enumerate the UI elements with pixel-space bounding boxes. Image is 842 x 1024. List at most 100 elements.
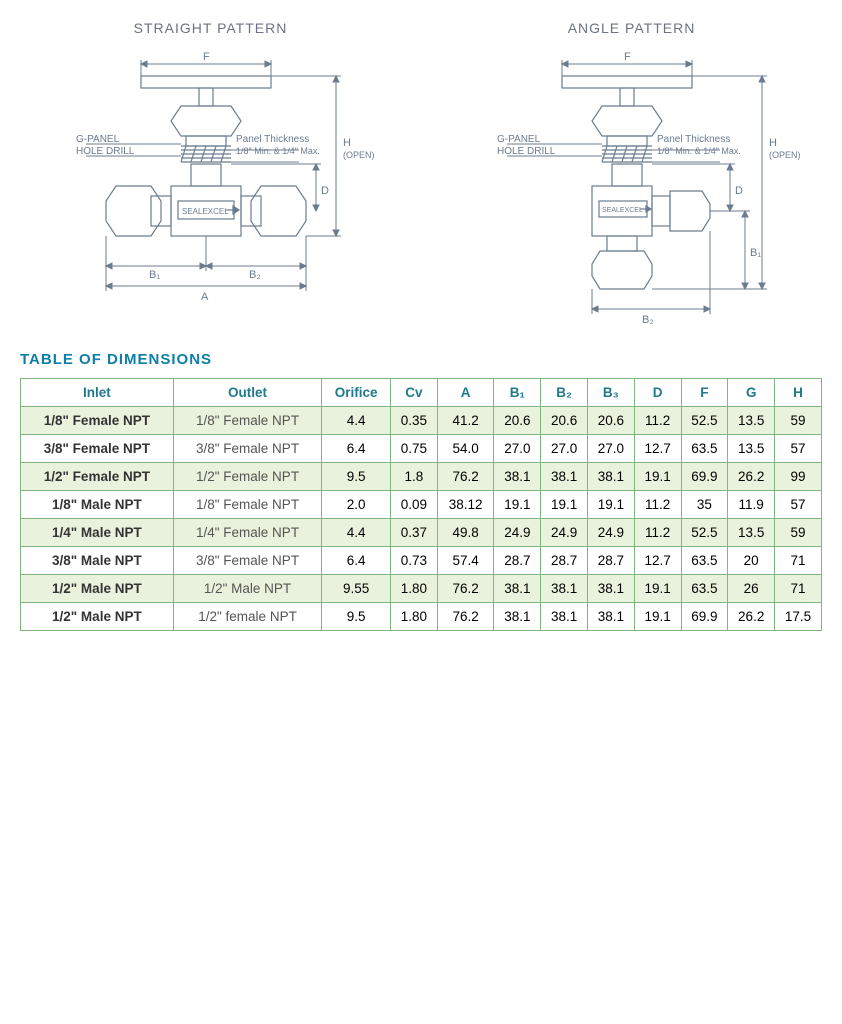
dim-a-label: A (201, 291, 209, 303)
table-cell: 1/2" female NPT (173, 603, 322, 631)
table-cell: 26 (728, 575, 775, 603)
panel-thickness1b: Panel Thickness (657, 134, 730, 145)
dim-b2-label2: B₂ (642, 314, 654, 326)
table-header-row: InletOutletOrificeCvAB₁B₂B₃DFGH (21, 379, 822, 407)
table-cell: 9.5 (322, 463, 391, 491)
table-cell: 11.2 (634, 407, 681, 435)
table-cell: 11.9 (728, 491, 775, 519)
table-cell: 20 (728, 547, 775, 575)
table-cell: 38.1 (541, 463, 588, 491)
table-cell: 9.5 (322, 603, 391, 631)
table-cell: 1/8" Male NPT (21, 491, 174, 519)
dim-h-open2: (OPEN) (769, 150, 801, 160)
table-row: 3/8" Female NPT3/8" Female NPT6.40.7554.… (21, 435, 822, 463)
table-cell: 1/2" Male NPT (21, 575, 174, 603)
table-cell: 63.5 (681, 547, 728, 575)
table-row: 1/2" Male NPT1/2" Male NPT9.551.8076.238… (21, 575, 822, 603)
table-cell: 0.73 (390, 547, 437, 575)
table-cell: 1/8" Female NPT (173, 491, 322, 519)
gpanel-label2: G-PANEL (497, 134, 541, 145)
table-cell: 13.5 (728, 407, 775, 435)
dim-f-label2: F (624, 51, 631, 63)
table-cell: 20.6 (494, 407, 541, 435)
table-header-inlet: Inlet (21, 379, 174, 407)
dim-d-label2: D (735, 185, 743, 197)
table-cell: 4.4 (322, 407, 391, 435)
table-cell: 38.12 (437, 491, 494, 519)
table-cell: 63.5 (681, 435, 728, 463)
table-cell: 41.2 (437, 407, 494, 435)
table-cell: 49.8 (437, 519, 494, 547)
table-header-outlet: Outlet (173, 379, 322, 407)
table-cell: 3/8" Female NPT (21, 435, 174, 463)
table-row: 1/2" Male NPT1/2" female NPT9.51.8076.23… (21, 603, 822, 631)
dim-b2-label: B₂ (249, 269, 261, 281)
table-cell: 20.6 (588, 407, 635, 435)
table-cell: 3/8" Female NPT (173, 547, 322, 575)
table-cell: 3/8" Female NPT (173, 435, 322, 463)
table-cell: 57 (775, 435, 822, 463)
table-header-h: H (775, 379, 822, 407)
table-cell: 52.5 (681, 519, 728, 547)
table-header-b2: B₂ (541, 379, 588, 407)
panel-thickness1: Panel Thickness (236, 134, 309, 145)
table-cell: 13.5 (728, 435, 775, 463)
diagram-straight-svg: F H (OPEN) D G (31, 46, 391, 336)
table-cell: 38.1 (588, 603, 635, 631)
dim-h-open: (OPEN) (343, 150, 375, 160)
table-cell: 19.1 (634, 603, 681, 631)
table-cell: 11.2 (634, 491, 681, 519)
table-cell: 6.4 (322, 435, 391, 463)
dim-b1-label: B₁ (149, 269, 160, 281)
table-cell: 2.0 (322, 491, 391, 519)
table-cell: 1/4" Male NPT (21, 519, 174, 547)
table-cell: 57 (775, 491, 822, 519)
table-cell: 4.4 (322, 519, 391, 547)
dim-h-label: H (343, 137, 351, 149)
table-cell: 71 (775, 547, 822, 575)
table-cell: 38.1 (541, 603, 588, 631)
table-cell: 1/2" Female NPT (21, 463, 174, 491)
table-cell: 38.1 (541, 575, 588, 603)
panel-thickness2b: 1/8" Min. & 1/4" Max. (657, 146, 741, 156)
table-cell: 0.09 (390, 491, 437, 519)
table-cell: 57.4 (437, 547, 494, 575)
table-cell: 76.2 (437, 463, 494, 491)
brand-label2: SEALEXCEL (602, 207, 643, 214)
table-cell: 69.9 (681, 603, 728, 631)
table-cell: 20.6 (541, 407, 588, 435)
table-cell: 38.1 (588, 575, 635, 603)
table-cell: 17.5 (775, 603, 822, 631)
diagram-straight-title: STRAIGHT PATTERN (134, 20, 288, 36)
table-row: 1/2" Female NPT1/2" Female NPT9.51.876.2… (21, 463, 822, 491)
table-cell: 13.5 (728, 519, 775, 547)
table-cell: 38.1 (494, 463, 541, 491)
table-cell: 1.8 (390, 463, 437, 491)
table-cell: 1/8" Female NPT (21, 407, 174, 435)
table-cell: 76.2 (437, 575, 494, 603)
table-cell: 28.7 (541, 547, 588, 575)
diagram-angle-svg: F H (OPEN) D (452, 46, 812, 336)
table-header-cv: Cv (390, 379, 437, 407)
table-cell: 52.5 (681, 407, 728, 435)
table-cell: 11.2 (634, 519, 681, 547)
table-cell: 0.75 (390, 435, 437, 463)
table-cell: 54.0 (437, 435, 494, 463)
dim-b1-label2: B₁ (750, 247, 761, 259)
table-cell: 1.80 (390, 575, 437, 603)
table-cell: 24.9 (541, 519, 588, 547)
table-cell: 1/4" Female NPT (173, 519, 322, 547)
table-cell: 1/2" Male NPT (21, 603, 174, 631)
table-header-g: G (728, 379, 775, 407)
dimensions-table: InletOutletOrificeCvAB₁B₂B₃DFGH 1/8" Fem… (20, 378, 822, 631)
table-title: TABLE OF DIMENSIONS (20, 351, 822, 368)
table-cell: 0.37 (390, 519, 437, 547)
table-cell: 12.7 (634, 435, 681, 463)
table-cell: 12.7 (634, 547, 681, 575)
table-cell: 6.4 (322, 547, 391, 575)
table-cell: 38.1 (494, 575, 541, 603)
dim-h-label2: H (769, 137, 777, 149)
table-cell: 1/8" Female NPT (173, 407, 322, 435)
table-cell: 71 (775, 575, 822, 603)
table-cell: 27.0 (588, 435, 635, 463)
